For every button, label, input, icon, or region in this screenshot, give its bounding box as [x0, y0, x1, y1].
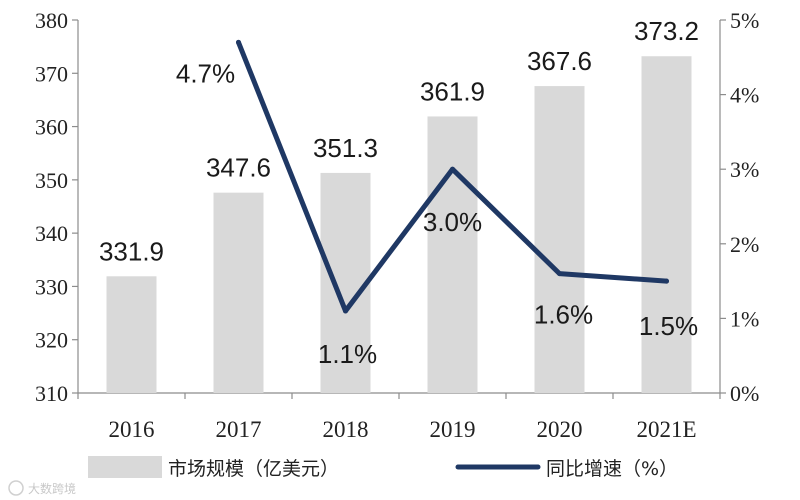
line-point — [450, 166, 455, 172]
x-tick-label: 2017 — [216, 417, 262, 442]
bar — [213, 192, 264, 393]
legend-bar-swatch — [88, 456, 162, 478]
line-data-label: 1.1% — [318, 339, 377, 369]
watermark-text: 大数跨境 — [28, 481, 76, 496]
line-data-labels: 4.7% 1.1% 3.0% 1.6% 1.5% — [176, 58, 698, 369]
left-tick-label: 320 — [35, 328, 68, 353]
legend: 市场规模（亿美元） 同比增速（%） — [88, 456, 678, 480]
left-tick-label: 370 — [35, 61, 68, 86]
left-tick-label: 360 — [35, 115, 68, 140]
bar-data-label: 367.6 — [527, 46, 592, 76]
line-data-label: 1.5% — [639, 311, 698, 341]
line-data-label: 1.6% — [534, 300, 593, 330]
x-axis-ticks: 2016 2017 2018 2019 2020 2021E — [77, 393, 721, 442]
left-axis-ticks: 310 320 330 340 350 360 370 380 — [35, 8, 78, 406]
right-tick-label: 3% — [730, 157, 759, 182]
axes — [77, 20, 721, 394]
bar-series — [106, 56, 692, 394]
bar — [320, 172, 371, 393]
right-tick-label: 4% — [730, 83, 759, 108]
left-tick-label: 380 — [35, 8, 68, 33]
right-tick-label: 1% — [730, 306, 759, 331]
left-tick-label: 340 — [35, 221, 68, 246]
x-tick-label: 2016 — [109, 417, 155, 442]
x-tick-label: 2019 — [430, 417, 476, 442]
bar — [534, 86, 585, 394]
line-data-label: 3.0% — [423, 207, 482, 237]
left-tick-label: 350 — [35, 168, 68, 193]
line-data-label: 4.7% — [176, 58, 235, 88]
bar — [641, 56, 692, 394]
watermark: 大数跨境 — [8, 480, 76, 496]
line-point — [664, 278, 669, 284]
left-tick-label: 330 — [35, 274, 68, 299]
bar — [106, 276, 157, 393]
bar-data-label: 373.2 — [634, 16, 699, 46]
x-tick-label: 2020 — [537, 417, 583, 442]
bar-data-label: 351.3 — [313, 133, 378, 163]
legend-line-label: 同比增速（%） — [546, 458, 678, 480]
line-series — [236, 39, 669, 314]
watermark-logo-icon — [8, 480, 24, 496]
bar — [427, 116, 478, 393]
left-tick-label: 310 — [35, 381, 68, 406]
legend-bar-label: 市场规模（亿美元） — [168, 458, 339, 480]
x-tick-label: 2018 — [323, 417, 369, 442]
x-tick-label: 2021E — [636, 417, 696, 442]
right-tick-label: 5% — [730, 8, 759, 33]
bar-data-label: 347.6 — [206, 153, 271, 183]
bar-data-label: 331.9 — [99, 236, 164, 266]
bar-data-labels: 331.9 347.6 351.3 361.9 367.6 373.2 — [99, 16, 699, 266]
line-point — [343, 308, 348, 314]
right-tick-label: 2% — [730, 232, 759, 257]
right-tick-label: 0% — [730, 381, 759, 406]
bar-data-label: 361.9 — [420, 76, 485, 106]
line-point — [557, 271, 562, 277]
line-point — [236, 39, 241, 45]
right-axis-ticks: 0% 1% 2% 3% 4% 5% — [720, 8, 759, 406]
